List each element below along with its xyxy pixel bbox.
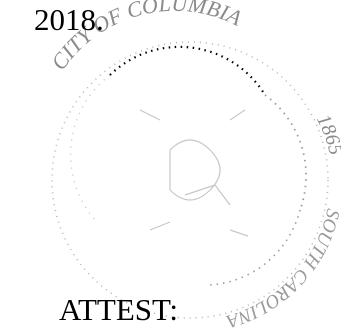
- seal-inner-ring-right: [264, 94, 307, 211]
- seal-text-right: 1865: [312, 111, 341, 157]
- seal-outer-ring: [51, 41, 329, 319]
- attest-label: ATTEST:: [59, 292, 179, 327]
- seal-inner-ring-bottom: [209, 209, 301, 286]
- seal-inner-motif: [139, 109, 249, 237]
- seal-inner-ring-top: [109, 45, 266, 96]
- seal-inner-ring-left: [69, 74, 111, 221]
- seal-text-bottom: SOUTH CAROLINA: [224, 207, 341, 332]
- year-line: 2018.: [34, 2, 104, 37]
